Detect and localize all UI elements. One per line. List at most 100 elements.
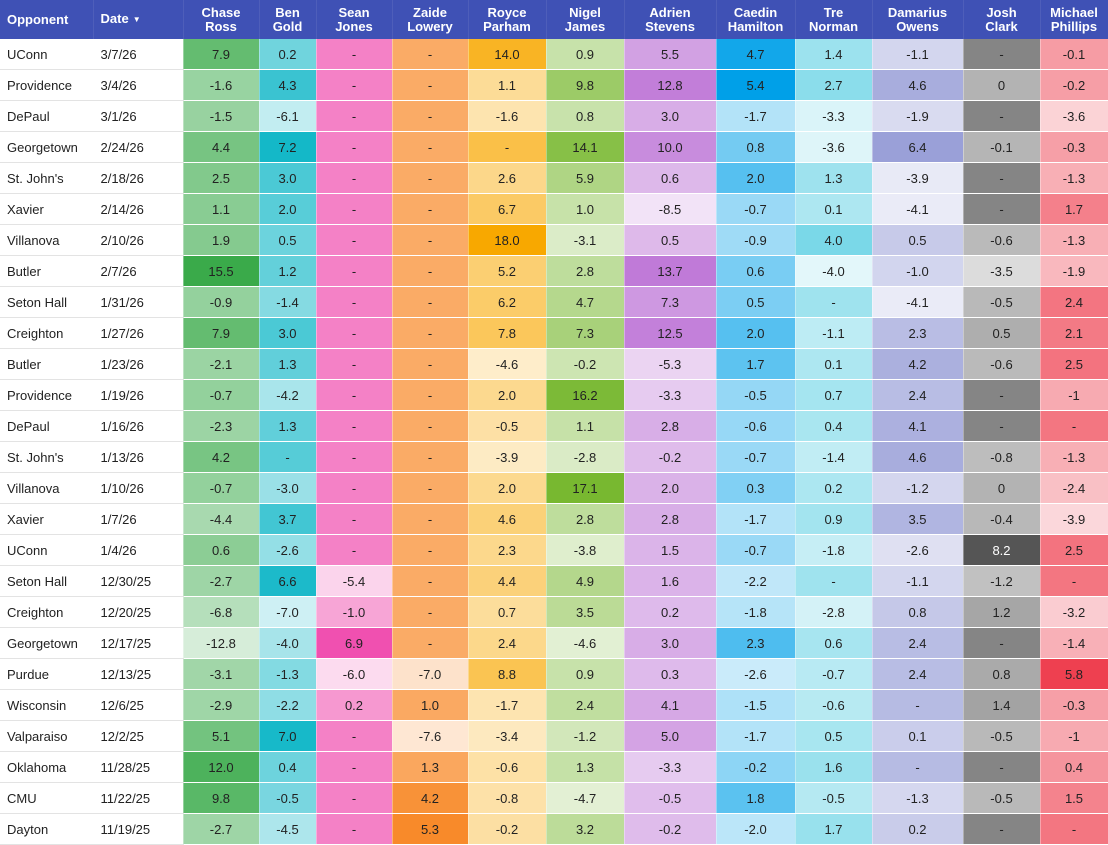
date-cell: 1/31/26: [93, 286, 184, 318]
stat-cell: -: [963, 751, 1041, 783]
player-column-header[interactable]: Royce Parham: [468, 0, 547, 39]
table-row: UConn 3/7/26 7.9 0.2- -14.0 0.9 5.5 4.7 1.4 -1.1-…: [0, 39, 1108, 70]
table-row: Seton Hall 1/31/26 -0.9 -1.4- -6.2 4.7 7.3 0.5-…: [0, 286, 1108, 318]
stat-cell: -4.0: [795, 255, 873, 287]
stat-cell: -3.3: [795, 100, 873, 132]
stat-cell: 6.9: [316, 627, 393, 659]
player-column-header[interactable]: Adrien Stevens: [624, 0, 717, 39]
player-column-header[interactable]: Josh Clark: [963, 0, 1041, 39]
stat-cell: 1.5: [624, 534, 717, 566]
stat-cell: -1.5: [183, 100, 260, 132]
date-header-label: Date: [100, 11, 129, 27]
player-column-header[interactable]: Chase Ross: [183, 0, 260, 39]
stat-cell: 0.2: [624, 596, 717, 628]
player-column-header[interactable]: Nigel James: [546, 0, 625, 39]
player-last-name: Jones: [335, 18, 373, 34]
stat-cell: -4.6: [546, 627, 625, 659]
stat-cell: 4.2: [392, 782, 469, 814]
stat-cell: 0.5: [259, 224, 317, 256]
stat-cell: 5.1: [183, 720, 260, 752]
stat-cell: 12.0: [183, 751, 260, 783]
stat-cell: 0.8: [716, 131, 796, 163]
stat-cell: 2.4: [1040, 286, 1108, 318]
stat-cell: -5.4: [316, 565, 393, 597]
stat-cell: -: [392, 348, 469, 380]
stat-cell: 1.0: [392, 689, 469, 721]
stat-cell: 1.2: [259, 255, 317, 287]
stat-cell: -: [392, 565, 469, 597]
stat-cell: 4.6: [468, 503, 547, 535]
stat-cell: -1.7: [716, 720, 796, 752]
stat-cell: -0.5: [468, 410, 547, 442]
stat-cell: -3.9: [1040, 503, 1108, 535]
stat-cell: 5.9: [546, 162, 625, 194]
stat-cell: -2.1: [183, 348, 260, 380]
player-last-name: Ross: [205, 18, 237, 34]
stat-cell: -2.8: [795, 596, 873, 628]
stat-cell: 2.8: [624, 410, 717, 442]
player-column-header[interactable]: Damarius Owens: [872, 0, 964, 39]
stat-cell: -: [316, 69, 393, 101]
stat-cell: 4.2: [872, 348, 964, 380]
player-first-name: Royce: [487, 4, 527, 20]
stat-cell: 2.0: [716, 317, 796, 349]
stat-cell: -8.5: [624, 193, 717, 225]
player-first-name: Nigel: [569, 4, 601, 20]
player-column-header[interactable]: Michael Phillips: [1040, 0, 1108, 39]
stat-cell: -4.2: [259, 379, 317, 411]
player-column-header[interactable]: Caedin Hamilton: [716, 0, 796, 39]
stat-cell: -2.6: [259, 534, 317, 566]
stat-cell: 3.0: [624, 100, 717, 132]
stat-cell: 4.4: [468, 565, 547, 597]
stat-cell: -3.1: [183, 658, 260, 690]
opponent-cell: DePaul: [0, 410, 94, 442]
player-column-header[interactable]: Ben Gold: [259, 0, 317, 39]
stat-cell: 14.1: [546, 131, 625, 163]
opponent-cell: Georgetown: [0, 627, 94, 659]
opponent-column-header[interactable]: Opponent: [0, 0, 94, 39]
player-column-header[interactable]: Sean Jones: [316, 0, 393, 39]
player-last-name: Lowery: [407, 18, 453, 34]
stat-cell: -: [316, 193, 393, 225]
stat-cell: -1.3: [872, 782, 964, 814]
date-cell: 2/24/26: [93, 131, 184, 163]
stat-cell: 2.8: [546, 503, 625, 535]
date-column-header[interactable]: Date ▼: [93, 0, 184, 39]
stat-cell: 1.6: [795, 751, 873, 783]
stat-cell: -: [316, 472, 393, 504]
stat-cell: -1.4: [795, 441, 873, 473]
stat-cell: -0.2: [1040, 69, 1108, 101]
stat-cell: 4.6: [872, 441, 964, 473]
stat-cell: -: [316, 782, 393, 814]
stat-cell: -1.3: [259, 658, 317, 690]
stat-cell: -: [392, 410, 469, 442]
stat-cell: -0.1: [1040, 39, 1108, 70]
stat-cell: 0.2: [795, 472, 873, 504]
date-cell: 2/14/26: [93, 193, 184, 225]
table-row: Georgetown 2/24/26 4.4 7.2- - -14.1 10.0 0.8 -3.…: [0, 131, 1108, 163]
player-column-header[interactable]: Tre Norman: [795, 0, 873, 39]
stat-cell: 0.7: [468, 596, 547, 628]
table-row: Providence 3/4/26 -1.6 4.3- -1.1 9.8 12.8 5.4 2.…: [0, 69, 1108, 101]
table-row: Dayton 11/19/25 -2.7 -4.5-5.3 -0.2 3.2 -0.2 -2.…: [0, 813, 1108, 845]
stat-cell: 0.4: [1040, 751, 1108, 783]
stat-cell: -: [468, 131, 547, 163]
table-row: Villanova 2/10/26 1.9 0.5- -18.0 -3.1 0.5 -0.9 4…: [0, 224, 1108, 256]
stat-cell: 2.4: [872, 658, 964, 690]
player-first-name: Adrien: [649, 4, 691, 20]
stat-cell: 0.3: [624, 658, 717, 690]
stat-cell: 0.2: [872, 813, 964, 845]
stat-cell: 0: [963, 472, 1041, 504]
stat-cell: -1.7: [716, 503, 796, 535]
player-column-header[interactable]: Zaide Lowery: [392, 0, 469, 39]
table-row: Oklahoma 11/28/25 12.0 0.4-1.3 -0.6 1.3 -3.3 -0…: [0, 751, 1108, 783]
stat-cell: -1.8: [795, 534, 873, 566]
stat-cell: 2.4: [872, 379, 964, 411]
stat-cell: -0.9: [183, 286, 260, 318]
table-row: Creighton 1/27/26 7.9 3.0- -7.8 7.3 12.5 2.0 -1.…: [0, 317, 1108, 349]
player-first-name: Ben: [275, 4, 300, 20]
stat-cell: -: [392, 627, 469, 659]
stat-cell: 6.4: [872, 131, 964, 163]
stat-cell: 2.0: [259, 193, 317, 225]
